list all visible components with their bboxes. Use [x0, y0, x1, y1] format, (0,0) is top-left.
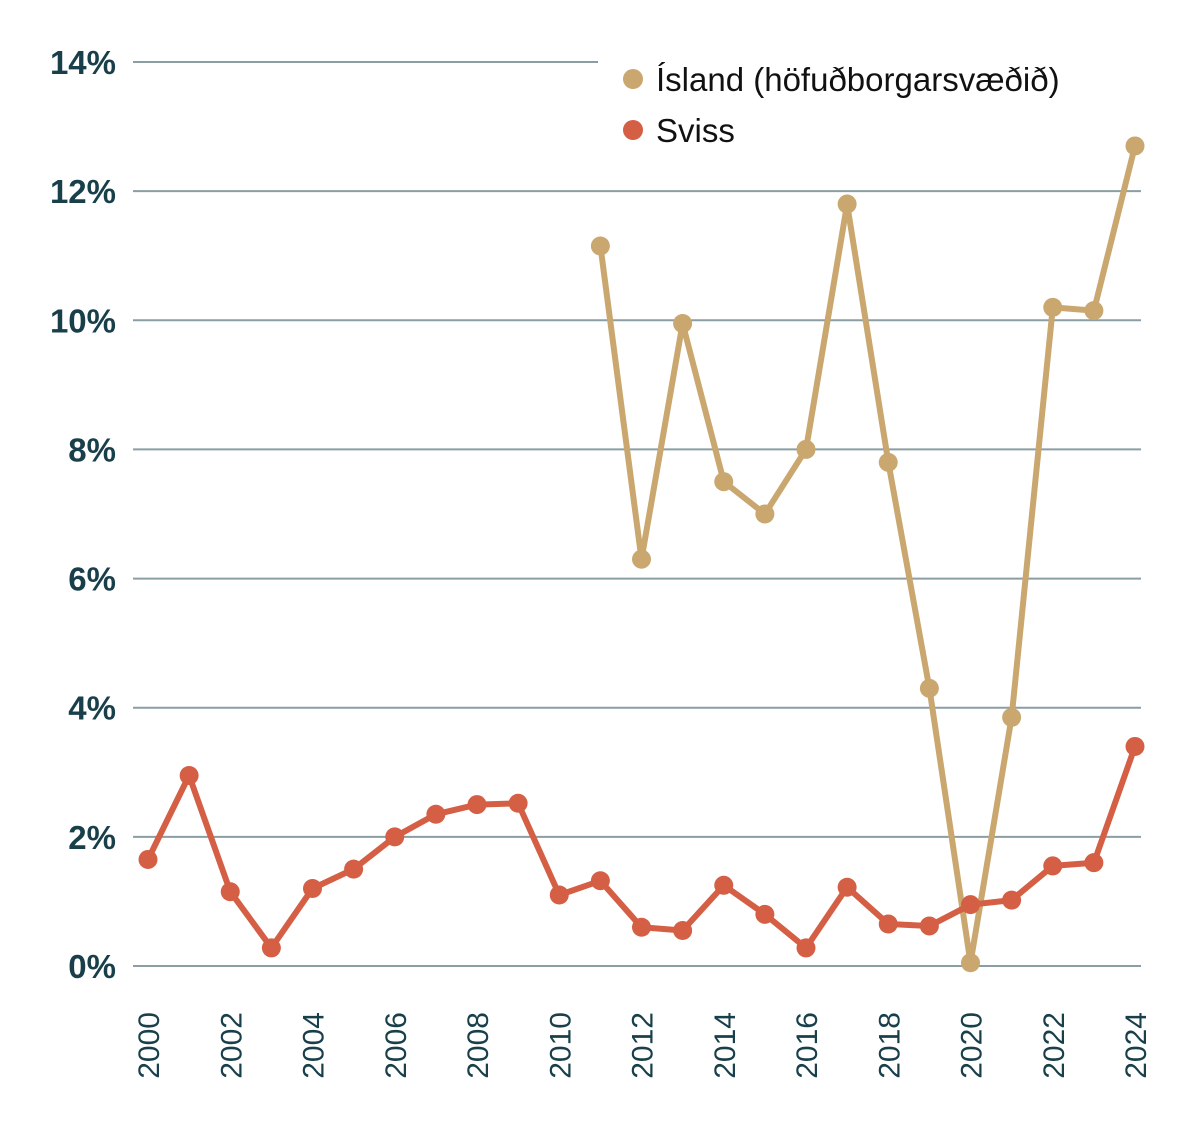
data-point [138, 849, 158, 869]
data-point [632, 549, 651, 569]
data-point [714, 472, 734, 492]
y-tick-label: 4% [68, 690, 116, 727]
data-point [632, 917, 651, 937]
data-point [919, 678, 939, 698]
data-point [1043, 856, 1063, 876]
y-tick-label: 12% [50, 173, 116, 210]
x-tick-label: 2022 [1038, 1012, 1071, 1079]
data-point [1084, 853, 1104, 873]
data-point [878, 914, 898, 934]
x-tick-label: 2010 [544, 1012, 577, 1079]
y-tick-label: 0% [68, 948, 116, 985]
data-point [837, 194, 857, 214]
data-point [961, 895, 980, 915]
legend-label: Ísland (höfuðborgarsvæðið) [656, 61, 1060, 98]
data-point [837, 877, 857, 897]
y-tick-label: 14% [50, 44, 116, 81]
x-tick-label: 2002 [215, 1012, 248, 1079]
data-point [796, 439, 816, 459]
data-point [303, 879, 322, 899]
data-point [426, 804, 446, 824]
data-point [179, 766, 199, 786]
x-tick-label: 2016 [791, 1012, 824, 1079]
data-point [961, 953, 980, 973]
x-axis-tick-labels: 2000 2002 2004 2006 2008 2010 2012 2014 2016 2018… [133, 1012, 1153, 1079]
x-tick-label: 2004 [298, 1012, 331, 1079]
x-tick-label: 2014 [709, 1012, 742, 1079]
data-point [1125, 736, 1145, 756]
legend-marker [623, 69, 643, 89]
series-points [138, 136, 1145, 973]
x-tick-label: 2008 [462, 1012, 495, 1079]
data-point [467, 795, 487, 815]
data-point [755, 504, 775, 524]
legend-label: Sviss [656, 112, 735, 149]
data-point [590, 871, 610, 891]
data-point [590, 236, 610, 256]
data-point [344, 859, 364, 879]
data-point [919, 916, 939, 936]
y-tick-label: 6% [68, 561, 116, 598]
data-point [1043, 297, 1063, 317]
x-tick-label: 2000 [133, 1012, 166, 1079]
legend: Ísland (höfuðborgarsvæðið) Sviss [623, 61, 1060, 149]
data-point [261, 938, 281, 958]
x-tick-label: 2024 [1120, 1012, 1153, 1079]
data-point [755, 904, 775, 924]
y-tick-label: 10% [50, 302, 116, 339]
data-point [1002, 890, 1022, 910]
data-point [796, 938, 816, 958]
data-point [673, 314, 693, 334]
data-point [385, 827, 405, 847]
x-tick-label: 2020 [956, 1012, 989, 1079]
y-tick-label: 8% [68, 431, 116, 468]
data-point [1002, 707, 1022, 727]
data-point [878, 452, 898, 472]
series-line-0 [597, 142, 1138, 966]
data-point [220, 882, 240, 902]
data-point [508, 793, 528, 813]
data-point [1084, 301, 1104, 321]
data-point [549, 885, 569, 905]
data-point [1125, 136, 1145, 156]
data-point [714, 875, 734, 895]
x-tick-label: 2018 [873, 1012, 906, 1079]
gridlines [133, 61, 1141, 967]
x-tick-label: 2006 [380, 1012, 413, 1079]
legend-marker [623, 120, 643, 140]
x-tick-label: 2012 [627, 1012, 660, 1079]
data-point [673, 920, 693, 940]
y-axis-tick-labels: 0% 2% 4% 6% 8% 10% 12% 14% [50, 44, 116, 985]
y-tick-label: 2% [68, 819, 116, 856]
